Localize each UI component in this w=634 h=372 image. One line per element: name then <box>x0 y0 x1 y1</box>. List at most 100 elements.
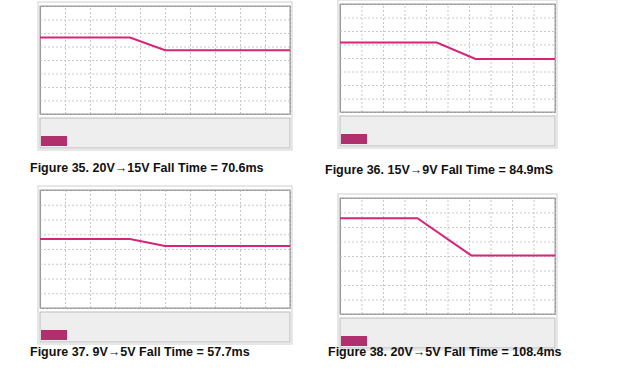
y-tick <box>40 293 290 294</box>
y-tick <box>340 45 555 46</box>
y-grid-line <box>340 72 555 73</box>
x-tick <box>383 198 384 314</box>
plot-marks <box>340 43 555 59</box>
y-axis <box>40 7 290 115</box>
x-tick <box>215 6 216 114</box>
screenshot-frame <box>38 186 292 344</box>
plot-frame <box>340 4 555 112</box>
scope-panel <box>38 186 292 344</box>
y-tick <box>340 271 555 272</box>
y-grid-line <box>340 85 555 86</box>
x-tick <box>215 190 216 308</box>
x-tick <box>190 190 191 308</box>
y-tick <box>340 285 555 286</box>
x-tick <box>115 6 116 114</box>
y-grid-line <box>340 213 555 214</box>
x-axis-line <box>41 190 291 309</box>
figure-caption: Figure 35. 20V→15V Fall Time = 70.6ms <box>30 161 264 175</box>
measure-strip <box>40 118 290 148</box>
y-grid-line <box>40 249 290 250</box>
x-axis-line <box>41 6 291 115</box>
y-grid-line <box>40 74 290 75</box>
x-grid-line <box>190 6 191 114</box>
waveform-line <box>40 37 290 50</box>
y-tick <box>40 74 290 75</box>
plot-frame <box>340 198 555 314</box>
channel-badge <box>341 134 367 144</box>
measure-strip <box>40 312 290 342</box>
x-grid-line <box>426 198 427 314</box>
y-tick <box>340 213 555 214</box>
y-grid-line <box>40 293 290 294</box>
y-tick <box>340 300 555 301</box>
y-grid-line <box>340 285 555 286</box>
x-grid-line <box>215 6 216 114</box>
x-grid-line <box>190 190 191 308</box>
y-tick <box>340 99 555 100</box>
y-grid-line <box>340 271 555 272</box>
channel-badge <box>41 136 67 146</box>
x-grid-line <box>90 6 91 114</box>
y-grid-line <box>340 227 555 228</box>
x-tick <box>90 190 91 308</box>
y-grid-line <box>40 220 290 221</box>
y-grid-line <box>40 234 290 235</box>
y-tick <box>40 33 290 34</box>
y-grid-line <box>340 300 555 301</box>
measure-strip <box>340 318 555 348</box>
x-grid-line <box>115 190 116 308</box>
screenshot-frame <box>338 0 557 148</box>
x-axis-line <box>341 4 556 113</box>
figure-page: Figure 35. 20V→15V Fall Time = 70.6ms Fig… <box>0 0 634 372</box>
scope-panel <box>38 2 292 150</box>
y-grid-line <box>40 47 290 48</box>
x-tick <box>190 6 191 114</box>
y-tick <box>40 220 290 221</box>
y-grid-line <box>40 20 290 21</box>
y-tick <box>340 227 555 228</box>
y-grid-line <box>40 205 290 206</box>
y-tick <box>40 20 290 21</box>
x-tick <box>90 6 91 114</box>
channel-badge <box>41 330 67 340</box>
waveform-line <box>40 239 290 246</box>
y-tick <box>40 279 290 280</box>
waveform-line <box>340 43 555 59</box>
plot-frame <box>40 6 290 114</box>
y-tick <box>40 87 290 88</box>
y-tick <box>340 31 555 32</box>
y-grid-line <box>40 279 290 280</box>
x-axis <box>41 190 291 309</box>
y-tick <box>40 47 290 48</box>
y-tick <box>40 264 290 265</box>
y-axis <box>340 5 555 113</box>
y-tick <box>40 234 290 235</box>
y-grid-line <box>340 18 555 19</box>
x-grid-line <box>215 190 216 308</box>
x-grid-line <box>90 190 91 308</box>
screenshot-frame <box>38 2 292 150</box>
y-grid-line <box>40 60 290 61</box>
y-tick <box>340 18 555 19</box>
y-axis <box>40 191 290 309</box>
y-grid-line <box>40 101 290 102</box>
waveform-line <box>340 218 555 255</box>
x-grid-line <box>426 4 427 112</box>
x-axis <box>341 4 556 113</box>
y-grid-line <box>340 99 555 100</box>
y-axis-line <box>41 7 291 115</box>
scope-panel <box>338 0 557 148</box>
y-tick <box>40 101 290 102</box>
y-grid-line <box>340 45 555 46</box>
plot-frame <box>40 190 290 308</box>
x-axis-line <box>341 198 556 315</box>
measure-strip <box>340 116 555 146</box>
y-grid-line <box>340 242 555 243</box>
y-grid-line <box>40 264 290 265</box>
plot-marks <box>40 239 290 246</box>
x-tick <box>426 198 427 314</box>
x-grid-line <box>115 6 116 114</box>
y-grid-line <box>40 87 290 88</box>
y-grid-line <box>340 31 555 32</box>
figure-caption: Figure 37. 9V→5V Fall Time = 57.7ms <box>30 345 250 359</box>
